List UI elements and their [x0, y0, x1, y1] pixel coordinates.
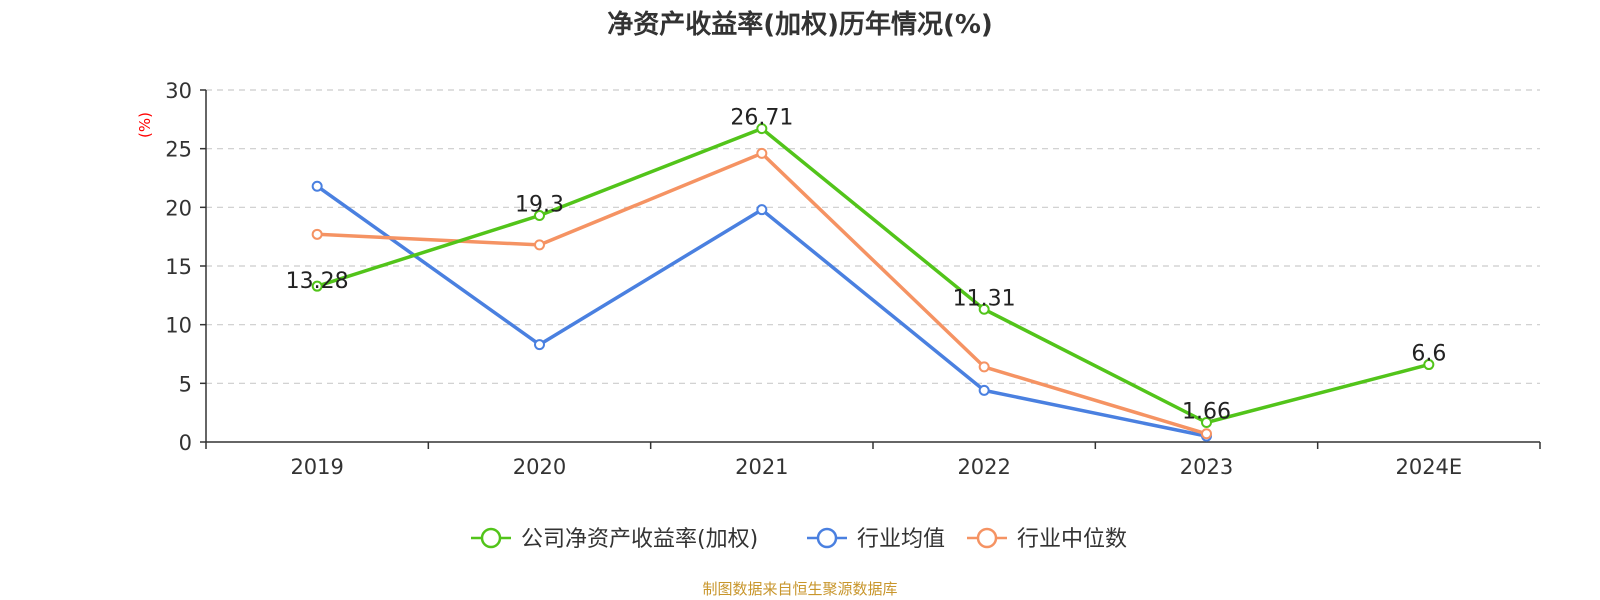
series-point — [756, 204, 768, 216]
series-point — [1201, 428, 1212, 440]
series-point — [311, 280, 323, 292]
series-1 — [311, 180, 1212, 442]
x-tick-label: 2020 — [513, 455, 566, 479]
legend-marker — [480, 527, 502, 549]
series-point — [756, 147, 768, 159]
legend-label: 行业均值 — [857, 527, 945, 552]
data-label: 13.28 — [286, 269, 349, 294]
y-tick-label: 30 — [165, 79, 192, 103]
x-tick-label: 2023 — [1180, 455, 1233, 479]
series-line — [316, 184, 1207, 438]
legend-label: 公司净资产收益率(加权) — [521, 527, 758, 552]
legend-marker — [816, 527, 838, 549]
y-tick-label: 10 — [165, 314, 192, 338]
x-tick-label: 2019 — [290, 455, 343, 479]
x-tick-label: 2022 — [957, 455, 1010, 479]
legend-item-2: 行业中位数 — [967, 527, 1127, 552]
series-point — [1423, 359, 1435, 371]
series-2 — [311, 147, 1212, 440]
x-tick-label: 2024E — [1395, 455, 1462, 479]
series-point — [311, 180, 323, 192]
series-point — [978, 361, 990, 373]
data-label: 1.66 — [1182, 400, 1231, 425]
series-point — [534, 210, 545, 222]
series-0 — [311, 123, 1435, 429]
series-point — [534, 239, 545, 251]
data-label: 26.71 — [730, 106, 793, 131]
y-tick-label: 15 — [165, 255, 192, 279]
legend-item-1: 行业均值 — [807, 527, 945, 552]
series-point — [311, 228, 323, 240]
y-tick-label: 20 — [165, 196, 192, 220]
legend-item-0: 公司净资产收益率(加权) — [471, 527, 758, 552]
y-axis-label: (%) — [136, 112, 154, 138]
series-line — [317, 151, 1208, 436]
series-line — [316, 126, 1430, 425]
line-chart: 0 5 10 15 20 25 30 2019 2020 2021 2022 2023 2024E (%)… — [136, 79, 1541, 552]
x-tick-label: 2021 — [735, 455, 788, 479]
series-point — [978, 384, 990, 396]
y-tick-label: 5 — [179, 372, 192, 396]
data-label: 19.3 — [515, 193, 564, 218]
y-tick-label: 0 — [179, 431, 192, 455]
series-point — [1201, 417, 1212, 429]
data-label: 11.31 — [953, 286, 1016, 311]
y-tick-label: 25 — [165, 138, 192, 162]
chart-title: 净资产收益率(加权)历年情况(%) — [607, 10, 993, 40]
legend-label: 行业中位数 — [1017, 527, 1127, 552]
series-point — [756, 123, 768, 135]
series-point — [978, 303, 990, 315]
series-point — [534, 339, 545, 351]
data-label: 6.6 — [1411, 342, 1446, 367]
legend-marker — [976, 527, 998, 549]
data-source-footer: 制图数据来自恒生聚源数据库 — [702, 580, 898, 598]
